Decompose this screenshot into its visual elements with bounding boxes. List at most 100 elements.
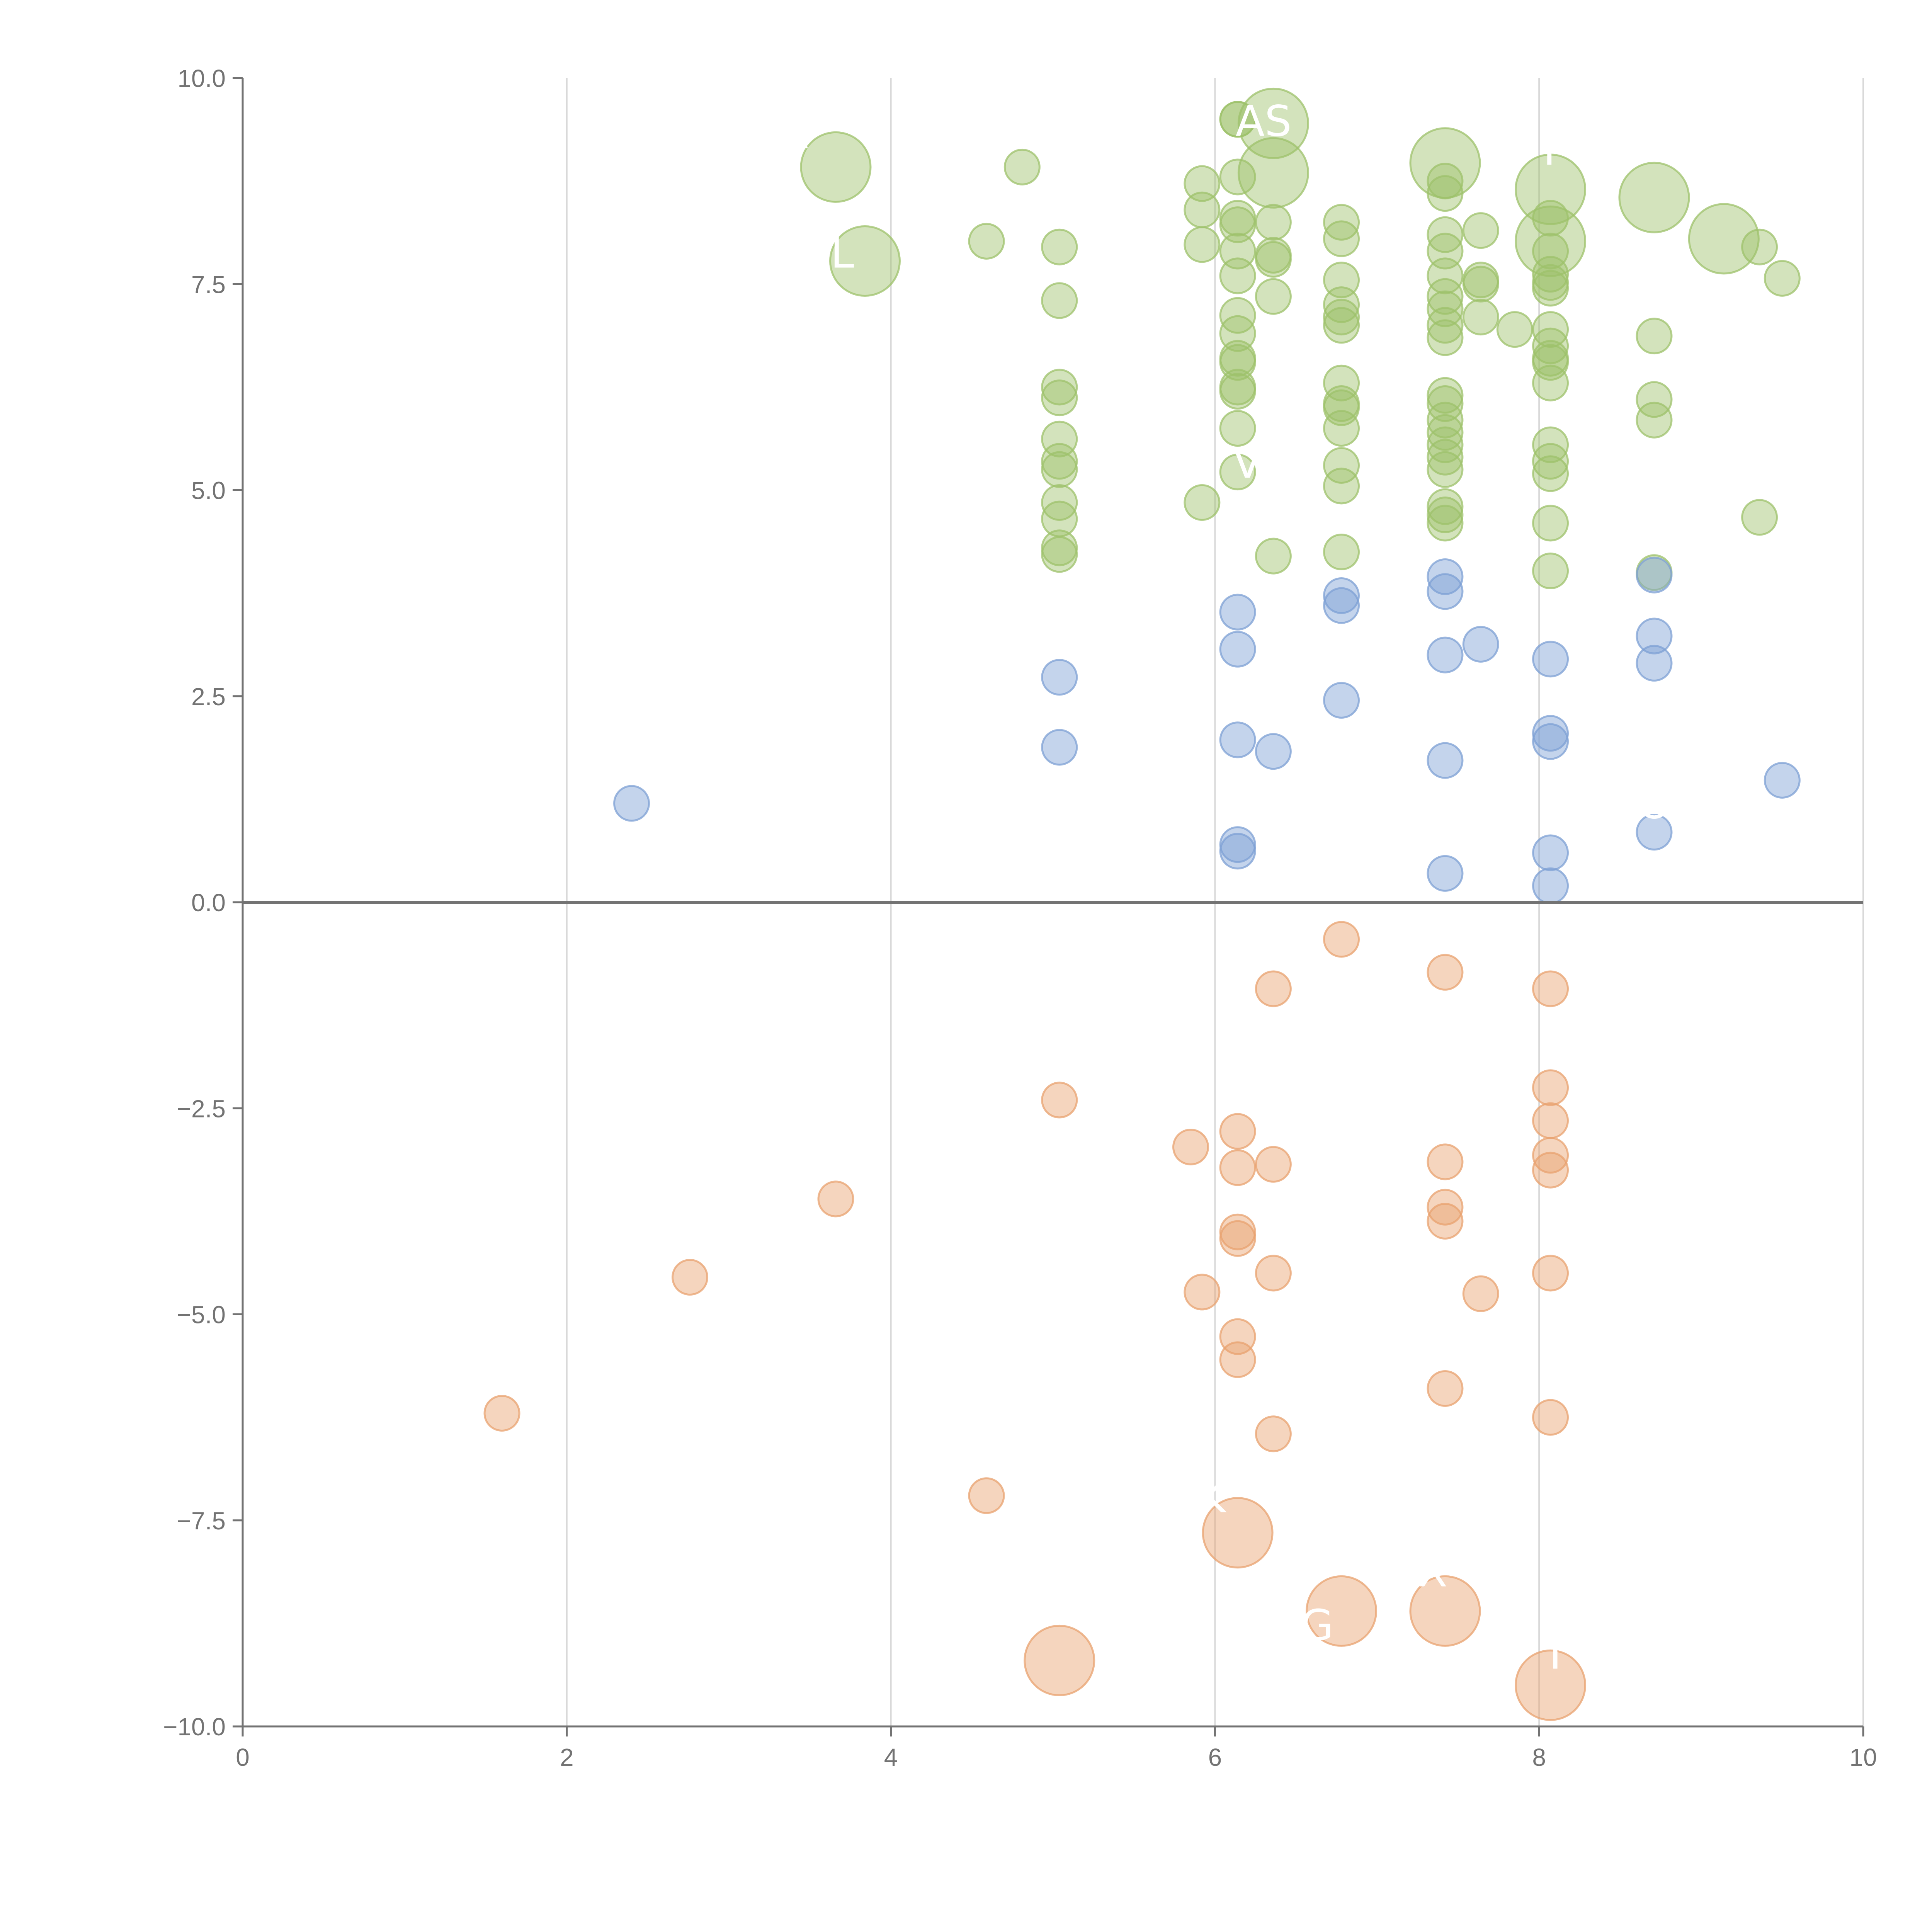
data-point [1184,165,1221,202]
data-point [1323,286,1360,323]
data-point [613,785,650,822]
data-point [1323,307,1360,344]
data-point [1219,454,1256,491]
data-point [1462,626,1499,663]
bubble-labels: A L AS F V O K OX G I [779,96,1671,1679]
data-point [1427,1189,1464,1226]
x-tick-label: 10 [1849,1743,1877,1771]
x-tick-label: 6 [1208,1743,1222,1771]
data-point [1462,265,1499,303]
data-point [1024,1624,1095,1696]
data-point [1323,468,1360,505]
data-point [1219,158,1256,196]
y-tick-label: 5.0 [191,477,226,505]
y-tick-label: −10.0 [163,1713,226,1741]
data-point [1184,484,1221,521]
data-point [1323,577,1360,614]
data-point [1427,496,1464,533]
data-point [1618,162,1690,233]
data-point [1427,163,1464,200]
data-point [1323,389,1360,426]
data-point [1532,553,1569,590]
data-point [1255,733,1292,770]
data-point [1184,191,1221,228]
y-tick-label: −2.5 [177,1095,226,1122]
bubble-label: V [1233,439,1262,488]
bubble-label: O [1638,779,1671,828]
bubble-label: A [779,109,808,158]
data-point [1323,682,1360,719]
data-point [1323,220,1360,257]
data-point [1496,311,1533,348]
x-tick-label: 4 [884,1743,898,1771]
axes: 0 2 4 6 8 10 10.0 7.5 5.0 2.5 0.0 −2.5 −5.0 −7.5 −10.0 [163,65,1877,1771]
data-point [1636,645,1673,682]
data-point [817,1180,854,1218]
data-point [1532,364,1569,401]
data-point [1532,1137,1569,1174]
data-point [1041,443,1078,480]
y-tick-label: −7.5 [177,1507,226,1535]
data-point [1219,1113,1256,1150]
data-point [1323,533,1360,570]
data-point [1219,594,1256,631]
y-tick-label: 2.5 [191,683,226,711]
data-point [1427,1370,1464,1407]
data-point [1764,260,1801,297]
data-point [1515,153,1587,225]
data-point [1427,451,1464,488]
data-point [1741,499,1778,536]
bubble-label: K [1198,1473,1227,1522]
data-point [968,1477,1005,1514]
data-point [1427,1143,1464,1180]
data-point [1237,87,1309,159]
data-point [1219,1220,1256,1257]
data-point [1636,401,1673,439]
data-point [1532,344,1569,381]
bubble-label: F [1543,125,1567,175]
data-point [1219,1149,1256,1186]
data-point [1255,537,1292,575]
data-point [1427,439,1464,476]
data-point [1427,954,1464,991]
data-point [1255,1146,1292,1183]
data-point [1323,921,1360,958]
data-point [1323,410,1360,447]
bubble-label: G [1301,1600,1333,1650]
data-point [1323,447,1360,484]
data-point [1219,631,1256,668]
bubble-label: I [1549,1629,1561,1679]
y-tick-label: 7.5 [191,270,226,298]
data-point [1515,1649,1587,1721]
data-point [1462,299,1499,336]
data-point [1041,420,1078,457]
x-tick-label: 8 [1532,1743,1546,1771]
data-point [1636,814,1673,851]
data-point [1172,1129,1209,1166]
data-point [1427,1202,1464,1240]
data-point [829,225,901,297]
data-point [1532,970,1569,1007]
data-point [1427,278,1464,315]
data-point [1764,762,1801,799]
data-point [1532,256,1569,293]
y-tick-label: −5.0 [177,1301,226,1329]
data-point [483,1395,520,1432]
data-point [1219,206,1256,243]
data-point [1323,299,1360,336]
data-point [1427,175,1464,212]
bubble-label: OX [1388,1547,1447,1596]
data-point [1427,855,1464,892]
data-point [968,223,1005,260]
data-point [1202,1497,1274,1569]
data-point [1741,228,1778,265]
data-point [1636,617,1673,655]
data-point [1041,369,1078,406]
data-point [1003,148,1041,185]
data-point [1041,228,1078,265]
bubbles [483,87,1801,1721]
data-point [1636,556,1673,594]
data-point [1532,834,1569,871]
data-point [1219,833,1256,870]
data-point [1636,381,1673,418]
